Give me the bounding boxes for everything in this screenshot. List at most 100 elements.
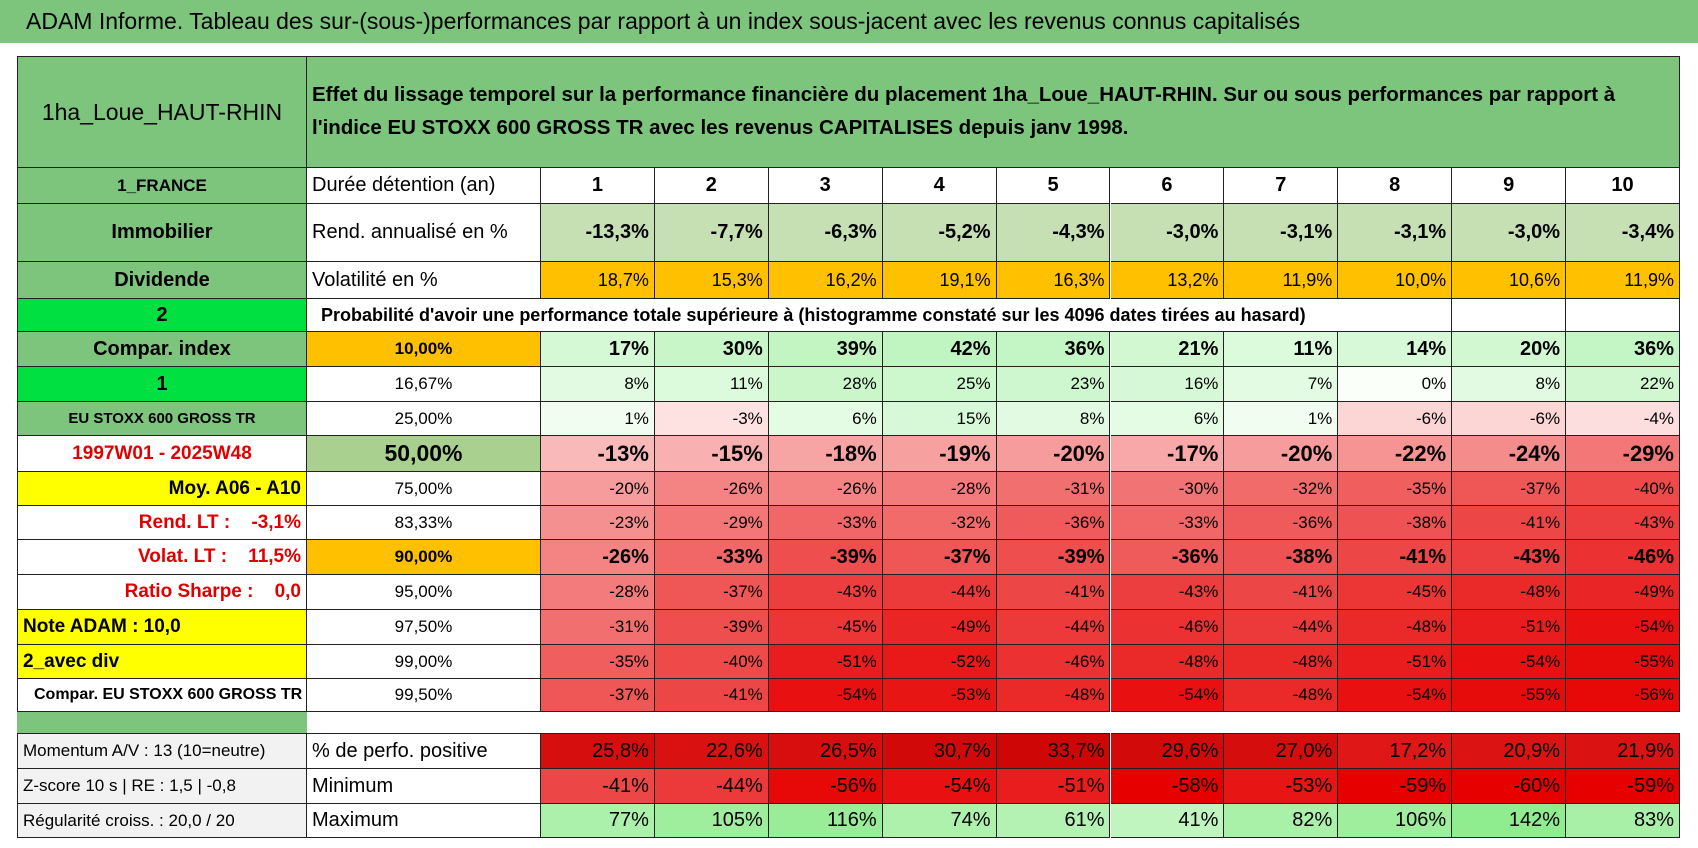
- stat-value: 26,5%: [768, 733, 883, 769]
- value-cell: 8%: [1452, 367, 1567, 402]
- value-cell: 7%: [1224, 367, 1339, 402]
- empty-cell: 2: [1452, 299, 1567, 332]
- stat-value: -54%: [882, 769, 997, 804]
- value-cell: -54%: [1338, 679, 1453, 712]
- side-label: 2_avec div: [17, 645, 307, 679]
- side-label: 1: [17, 367, 307, 402]
- value-cell: 25%: [882, 367, 997, 402]
- value-cell: 10,0%: [1338, 262, 1453, 299]
- stat-value: 29,6%: [1110, 733, 1225, 769]
- value-cell: -31%: [996, 472, 1111, 506]
- value-cell: -32%: [882, 506, 997, 540]
- value-cell: -5,2%: [882, 204, 997, 262]
- value-cell: 22%: [1566, 367, 1680, 402]
- value-cell: -35%: [1338, 472, 1453, 506]
- value-cell: -39%: [996, 540, 1111, 575]
- side-label: Immobilier: [17, 204, 307, 262]
- value-cell: 10,6%: [1452, 262, 1567, 299]
- value-cell: 39%: [768, 332, 883, 367]
- stat-value: -60%: [1452, 769, 1567, 804]
- value-cell: -4,3%: [996, 204, 1111, 262]
- value-cell: -33%: [654, 540, 769, 575]
- value-cell: -54%: [768, 679, 883, 712]
- value-cell: -35%: [541, 645, 655, 679]
- value-cell: -15%: [654, 436, 769, 472]
- value-cell: -49%: [882, 610, 997, 645]
- value-cell: -52%: [882, 645, 997, 679]
- stat-value: 74%: [882, 804, 997, 838]
- row-label: 97,50%: [307, 610, 541, 645]
- value-cell: 16,2%: [768, 262, 883, 299]
- side-label: Rend. LT : -3,1%: [17, 506, 307, 540]
- value-cell: -20%: [996, 436, 1111, 472]
- stat-side-label: Momentum A/V : 13 (10=neutre): [17, 733, 307, 769]
- value-cell: 3: [768, 168, 883, 204]
- stat-value: -41%: [541, 769, 655, 804]
- row-label: Durée détention (an): [307, 168, 541, 204]
- value-cell: -7,7%: [654, 204, 769, 262]
- value-cell: 6%: [1110, 402, 1225, 436]
- value-cell: 11,9%: [1566, 262, 1680, 299]
- value-cell: 18,7%: [541, 262, 655, 299]
- value-cell: -6%: [1338, 402, 1453, 436]
- value-cell: -37%: [1452, 472, 1567, 506]
- stat-value: 30,7%: [882, 733, 997, 769]
- stat-value: 106%: [1338, 804, 1453, 838]
- value-cell: -20%: [1224, 436, 1339, 472]
- value-cell: -4%: [1566, 402, 1680, 436]
- value-cell: 1: [541, 168, 655, 204]
- value-cell: 16%: [1110, 367, 1225, 402]
- value-cell: -41%: [654, 679, 769, 712]
- stat-value: 17,2%: [1338, 733, 1453, 769]
- stat-value: 21,9%: [1566, 733, 1680, 769]
- stat-value: 83%: [1566, 804, 1680, 838]
- value-cell: -29%: [654, 506, 769, 540]
- value-cell: -48%: [1338, 610, 1453, 645]
- value-cell: -3,0%: [1452, 204, 1567, 262]
- value-cell: 20%: [1452, 332, 1567, 367]
- value-cell: -28%: [882, 472, 997, 506]
- value-cell: 8: [1338, 168, 1453, 204]
- value-cell: -44%: [1224, 610, 1339, 645]
- stat-value: -59%: [1338, 769, 1453, 804]
- value-cell: -55%: [1452, 679, 1567, 712]
- stat-value: -56%: [768, 769, 883, 804]
- value-cell: 6: [1110, 168, 1225, 204]
- stat-side-label: Z-score 10 s | RE : 1,5 | -0,8: [17, 769, 307, 804]
- value-cell: -49%: [1566, 575, 1680, 610]
- value-cell: -19%: [882, 436, 997, 472]
- value-cell: 17%: [541, 332, 655, 367]
- value-cell: -46%: [1566, 540, 1680, 575]
- spacer-row: [17, 712, 307, 733]
- value-cell: -54%: [1110, 679, 1225, 712]
- stat-value: 142%: [1452, 804, 1567, 838]
- value-cell: -33%: [768, 506, 883, 540]
- value-cell: -41%: [1338, 540, 1453, 575]
- value-cell: -13,3%: [541, 204, 655, 262]
- value-cell: -26%: [654, 472, 769, 506]
- row-label: 99,50%: [307, 679, 541, 712]
- value-cell: -43%: [1110, 575, 1225, 610]
- value-cell: -40%: [654, 645, 769, 679]
- value-cell: 36%: [1566, 332, 1680, 367]
- side-label: Compar. index: [17, 332, 307, 367]
- stat-value: 105%: [654, 804, 769, 838]
- value-cell: -55%: [1566, 645, 1680, 679]
- stat-value: -59%: [1566, 769, 1680, 804]
- value-cell: 7: [1224, 168, 1339, 204]
- value-cell: -39%: [654, 610, 769, 645]
- row-label: 90,00%: [307, 540, 541, 575]
- value-cell: 8%: [996, 402, 1111, 436]
- value-cell: -48%: [1110, 645, 1225, 679]
- side-label: 1_FRANCE: [17, 168, 307, 204]
- value-cell: -48%: [1224, 645, 1339, 679]
- value-cell: 14%: [1338, 332, 1453, 367]
- row-label: 99,00%: [307, 645, 541, 679]
- stat-value: 22,6%: [654, 733, 769, 769]
- value-cell: -24%: [1452, 436, 1567, 472]
- value-cell: -36%: [1110, 540, 1225, 575]
- value-cell: -17%: [1110, 436, 1225, 472]
- value-cell: 36%: [996, 332, 1111, 367]
- stat-value: 77%: [541, 804, 655, 838]
- value-cell: -37%: [654, 575, 769, 610]
